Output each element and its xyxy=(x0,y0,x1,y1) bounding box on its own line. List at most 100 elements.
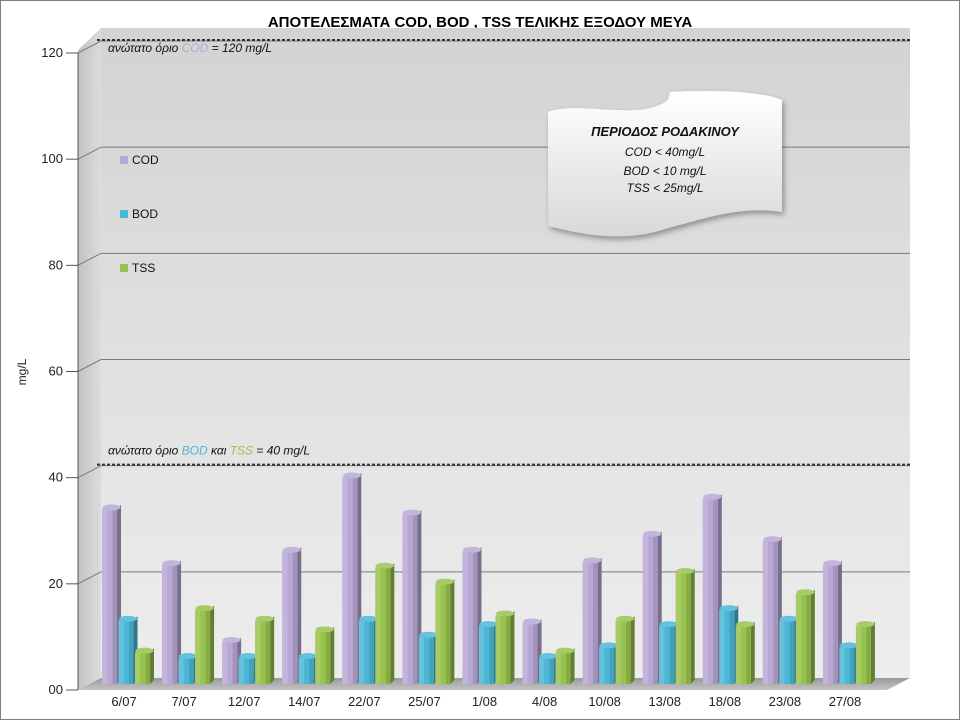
bar-top xyxy=(676,568,695,575)
bar-highlight xyxy=(255,620,261,684)
bar-highlight xyxy=(462,551,468,684)
bar-top xyxy=(162,560,181,567)
bar-top xyxy=(523,618,542,625)
x-tick-label: 14/07 xyxy=(288,694,321,709)
bar-tss xyxy=(555,647,575,684)
bar-side xyxy=(570,648,575,684)
bar-cod xyxy=(402,509,422,684)
bar-shadow xyxy=(729,609,735,684)
bar-highlight xyxy=(675,572,681,684)
bar-shadow xyxy=(232,641,238,684)
bar-top xyxy=(839,642,858,649)
side-wall xyxy=(78,28,101,690)
bar-shadow xyxy=(789,620,795,684)
bar-shadow xyxy=(773,540,778,684)
x-tick-label: 22/07 xyxy=(348,694,381,709)
bar-shadow xyxy=(609,646,615,684)
bar-bod xyxy=(118,615,138,684)
bar-top xyxy=(239,652,258,659)
bar-shadow xyxy=(325,630,331,684)
bar-shadow xyxy=(686,572,691,684)
bar-top xyxy=(643,530,662,537)
bar-top xyxy=(539,652,558,659)
x-tick-label: 25/07 xyxy=(408,694,441,709)
bar-highlight xyxy=(702,498,709,684)
bar-side xyxy=(210,605,215,684)
bar-top xyxy=(342,472,361,479)
gridline-side xyxy=(77,571,102,585)
bar-highlight xyxy=(555,652,561,684)
bar-top xyxy=(179,652,198,659)
x-tick-label: 6/07 xyxy=(111,694,136,709)
legend-label-cod: COD xyxy=(132,153,159,167)
bar-top xyxy=(402,509,421,516)
bar-shadow xyxy=(472,551,478,684)
bar-shadow xyxy=(145,652,150,684)
bar-top xyxy=(599,642,618,649)
bar-top xyxy=(659,621,678,628)
bar-side xyxy=(450,579,455,684)
bar-top xyxy=(135,647,154,654)
bar-highlight xyxy=(762,540,769,684)
info-box: ΠΕΡΙΟΔΟΣ ΡΟΔΑΚΙΝΟΥ COD < 40mg/L BOD < 10… xyxy=(548,90,782,237)
bar-highlight xyxy=(779,620,785,684)
bar-cod xyxy=(762,536,782,684)
bar-shadow xyxy=(626,620,631,684)
bar-tss xyxy=(135,647,154,684)
y-tick-label: 20 xyxy=(49,576,63,591)
bar-highlight xyxy=(599,646,605,684)
x-tick-label: 13/08 xyxy=(648,694,681,709)
gridline-side xyxy=(77,40,102,54)
bar-bod xyxy=(238,652,258,684)
bar-cod xyxy=(342,472,362,684)
bar-bod xyxy=(659,621,679,684)
bar-bod xyxy=(178,652,198,684)
y-tick-label: 60 xyxy=(49,364,63,379)
bar-cod xyxy=(102,504,121,684)
bar-highlight xyxy=(659,625,665,684)
bar-tss xyxy=(855,621,875,684)
bar-side xyxy=(630,616,635,684)
bar-shadow xyxy=(412,514,418,684)
bar-highlight xyxy=(375,567,381,684)
bar-shadow xyxy=(385,567,391,684)
bar-bod xyxy=(298,652,318,684)
bar-shadow xyxy=(505,614,511,684)
y-tick-label: 120 xyxy=(41,45,63,60)
gridline-side xyxy=(77,465,102,479)
x-tick-label: 7/07 xyxy=(171,694,196,709)
info-box-shape xyxy=(548,90,782,237)
bar-shadow xyxy=(445,583,451,684)
bar-top xyxy=(119,615,137,622)
info-box-line-tss: TSS < 25mg/L xyxy=(626,181,703,195)
bar-side xyxy=(870,621,875,684)
x-tick-label: 27/08 xyxy=(829,694,862,709)
bar-tss xyxy=(315,626,335,684)
bar-shadow xyxy=(806,593,811,684)
bar-tss xyxy=(735,621,755,684)
bar-tss xyxy=(375,562,395,684)
bar-highlight xyxy=(402,514,408,684)
bar-shadow xyxy=(205,609,211,684)
bar-side xyxy=(750,621,755,684)
bar-highlight xyxy=(358,620,365,684)
bar-bod xyxy=(358,615,378,684)
bar-top xyxy=(359,615,378,622)
bar-highlight xyxy=(222,641,228,684)
bar-highlight xyxy=(178,657,184,684)
bar-tss xyxy=(495,610,515,684)
bar-highlight xyxy=(298,657,304,684)
bar-shadow xyxy=(593,561,598,684)
bar-side xyxy=(690,568,695,684)
bar-highlight xyxy=(435,583,441,684)
bar-shadow xyxy=(249,657,254,684)
bar-shadow xyxy=(653,535,658,684)
info-box-title: ΠΕΡΙΟΔΟΣ ΡΟΔΑΚΙΝΟΥ xyxy=(591,124,740,139)
bar-highlight xyxy=(162,564,168,684)
bar-shadow xyxy=(713,498,718,684)
legend-swatch-bod xyxy=(120,210,128,218)
bar-bod xyxy=(418,631,438,684)
y-axis-label: mg/L xyxy=(15,358,29,385)
bar-shadow xyxy=(746,625,751,684)
gridline-side xyxy=(77,252,102,266)
